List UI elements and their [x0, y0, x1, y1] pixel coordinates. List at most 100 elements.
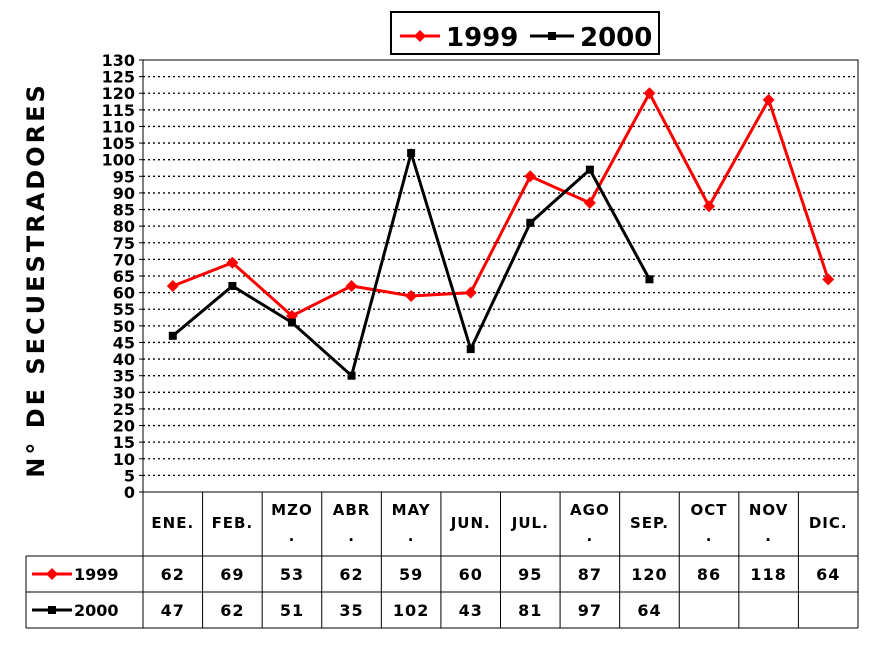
y-tick-label: 0 [124, 483, 135, 502]
data-point-2000 [287, 318, 296, 327]
data-point-1999 [166, 279, 179, 292]
category-label: MZO [271, 501, 313, 519]
legend-1999-marker [414, 30, 426, 42]
category-label: NOV [749, 501, 789, 519]
y-tick-label: 100 [102, 151, 135, 170]
row-legend-square-marker [48, 606, 56, 614]
table-value: 120 [631, 565, 667, 584]
y-tick-label: 120 [102, 84, 135, 103]
y-tick-label: 60 [113, 284, 135, 303]
y-tick-label: 85 [113, 201, 135, 220]
table-value: 43 [459, 601, 483, 620]
y-tick-label: 90 [113, 184, 135, 203]
data-point-2000 [168, 331, 177, 340]
table-value: 35 [339, 601, 363, 620]
category-label: . [289, 527, 296, 545]
y-tick-label: 10 [113, 450, 135, 469]
y-tick-label: 20 [113, 417, 135, 436]
y-tick-label: 40 [113, 350, 135, 369]
y-tick-label: 50 [113, 317, 135, 336]
data-point-2000 [526, 218, 535, 227]
y-tick-label: 30 [113, 383, 135, 402]
table-value: 62 [161, 565, 185, 584]
row-legend-diamond-marker [46, 568, 58, 580]
category-label: SEP. [630, 514, 669, 532]
category-label: FEB. [212, 514, 254, 532]
data-point-1999 [524, 170, 537, 183]
category-label: . [706, 527, 713, 545]
y-tick-label: 35 [113, 367, 135, 386]
data-point-1999 [345, 279, 358, 292]
y-tick-label: 65 [113, 267, 135, 286]
row-series-name: 2000 [74, 601, 119, 620]
data-point-1999 [703, 200, 716, 213]
category-label: JUL. [511, 514, 549, 532]
table-value: 64 [816, 565, 840, 584]
table-value: 87 [578, 565, 602, 584]
series-line-1999 [172, 90, 830, 318]
category-label: . [765, 527, 772, 545]
y-tick-label: 5 [124, 466, 135, 485]
y-axis-ticks: 0510152025303540455055606570758085909510… [102, 51, 143, 502]
data-point-1999 [464, 286, 477, 299]
plot-area-frame [142, 59, 859, 493]
category-label: ENE. [151, 514, 194, 532]
data-table: ENE. FEB. MZO. ABR. MAY. JUN. JUL. AGO. SEP. OCT.… [25, 492, 859, 629]
table-value: 51 [280, 601, 304, 620]
table-value: 53 [280, 565, 304, 584]
y-tick-label: 95 [113, 167, 135, 186]
data-point-2000 [347, 371, 356, 380]
table-value: 62 [220, 601, 244, 620]
data-point-1999 [822, 273, 835, 286]
table-value: 102 [393, 601, 429, 620]
series-lines [166, 87, 835, 380]
legend-box [390, 11, 660, 55]
y-tick-label: 80 [113, 217, 135, 236]
y-tick-label: 45 [113, 333, 135, 352]
data-point-2000 [645, 275, 654, 284]
category-label: AGO [570, 501, 610, 519]
table-value: 47 [161, 601, 185, 620]
data-point-2000 [228, 281, 237, 290]
category-label: JUN. [450, 514, 491, 532]
table-value: 60 [459, 565, 483, 584]
legend-2000-label: 2000 [580, 23, 652, 53]
table-value: 118 [750, 565, 786, 584]
y-tick-label: 115 [102, 101, 135, 120]
category-label: MAY [392, 501, 431, 519]
data-point-1999 [762, 93, 775, 106]
y-tick-label: 25 [113, 400, 135, 419]
category-label: . [408, 527, 415, 545]
legend-2000-marker [548, 32, 556, 40]
y-tick-label: 75 [113, 234, 135, 253]
y-tick-label: 105 [102, 134, 135, 153]
data-point-1999 [405, 289, 418, 302]
y-tick-label: 55 [113, 300, 135, 319]
table-value: 64 [637, 601, 661, 620]
table-value: 86 [697, 565, 721, 584]
data-point-1999 [643, 87, 656, 100]
legend-1999-label: 1999 [446, 23, 518, 53]
category-label: DIC. [809, 514, 848, 532]
table-value: 69 [220, 565, 244, 584]
category-label: . [587, 527, 594, 545]
table-value: 81 [518, 601, 542, 620]
gridlines [143, 75, 858, 477]
category-label: ABR [333, 501, 371, 519]
data-point-2000 [466, 345, 475, 354]
table-value: 95 [518, 565, 542, 584]
y-tick-label: 130 [102, 51, 135, 70]
y-tick-label: 110 [102, 117, 135, 136]
category-label: OCT [691, 501, 728, 519]
legend: 1999 2000 [390, 11, 660, 55]
data-point-1999 [583, 196, 596, 209]
y-tick-label: 70 [113, 250, 135, 269]
data-point-2000 [407, 149, 416, 158]
table-value: 59 [399, 565, 423, 584]
y-tick-label: 125 [102, 68, 135, 87]
data-point-2000 [585, 165, 594, 174]
y-axis-label: N° DE SECUESTRADORES [22, 82, 50, 477]
table-value: 97 [578, 601, 602, 620]
table-value: 62 [339, 565, 363, 584]
